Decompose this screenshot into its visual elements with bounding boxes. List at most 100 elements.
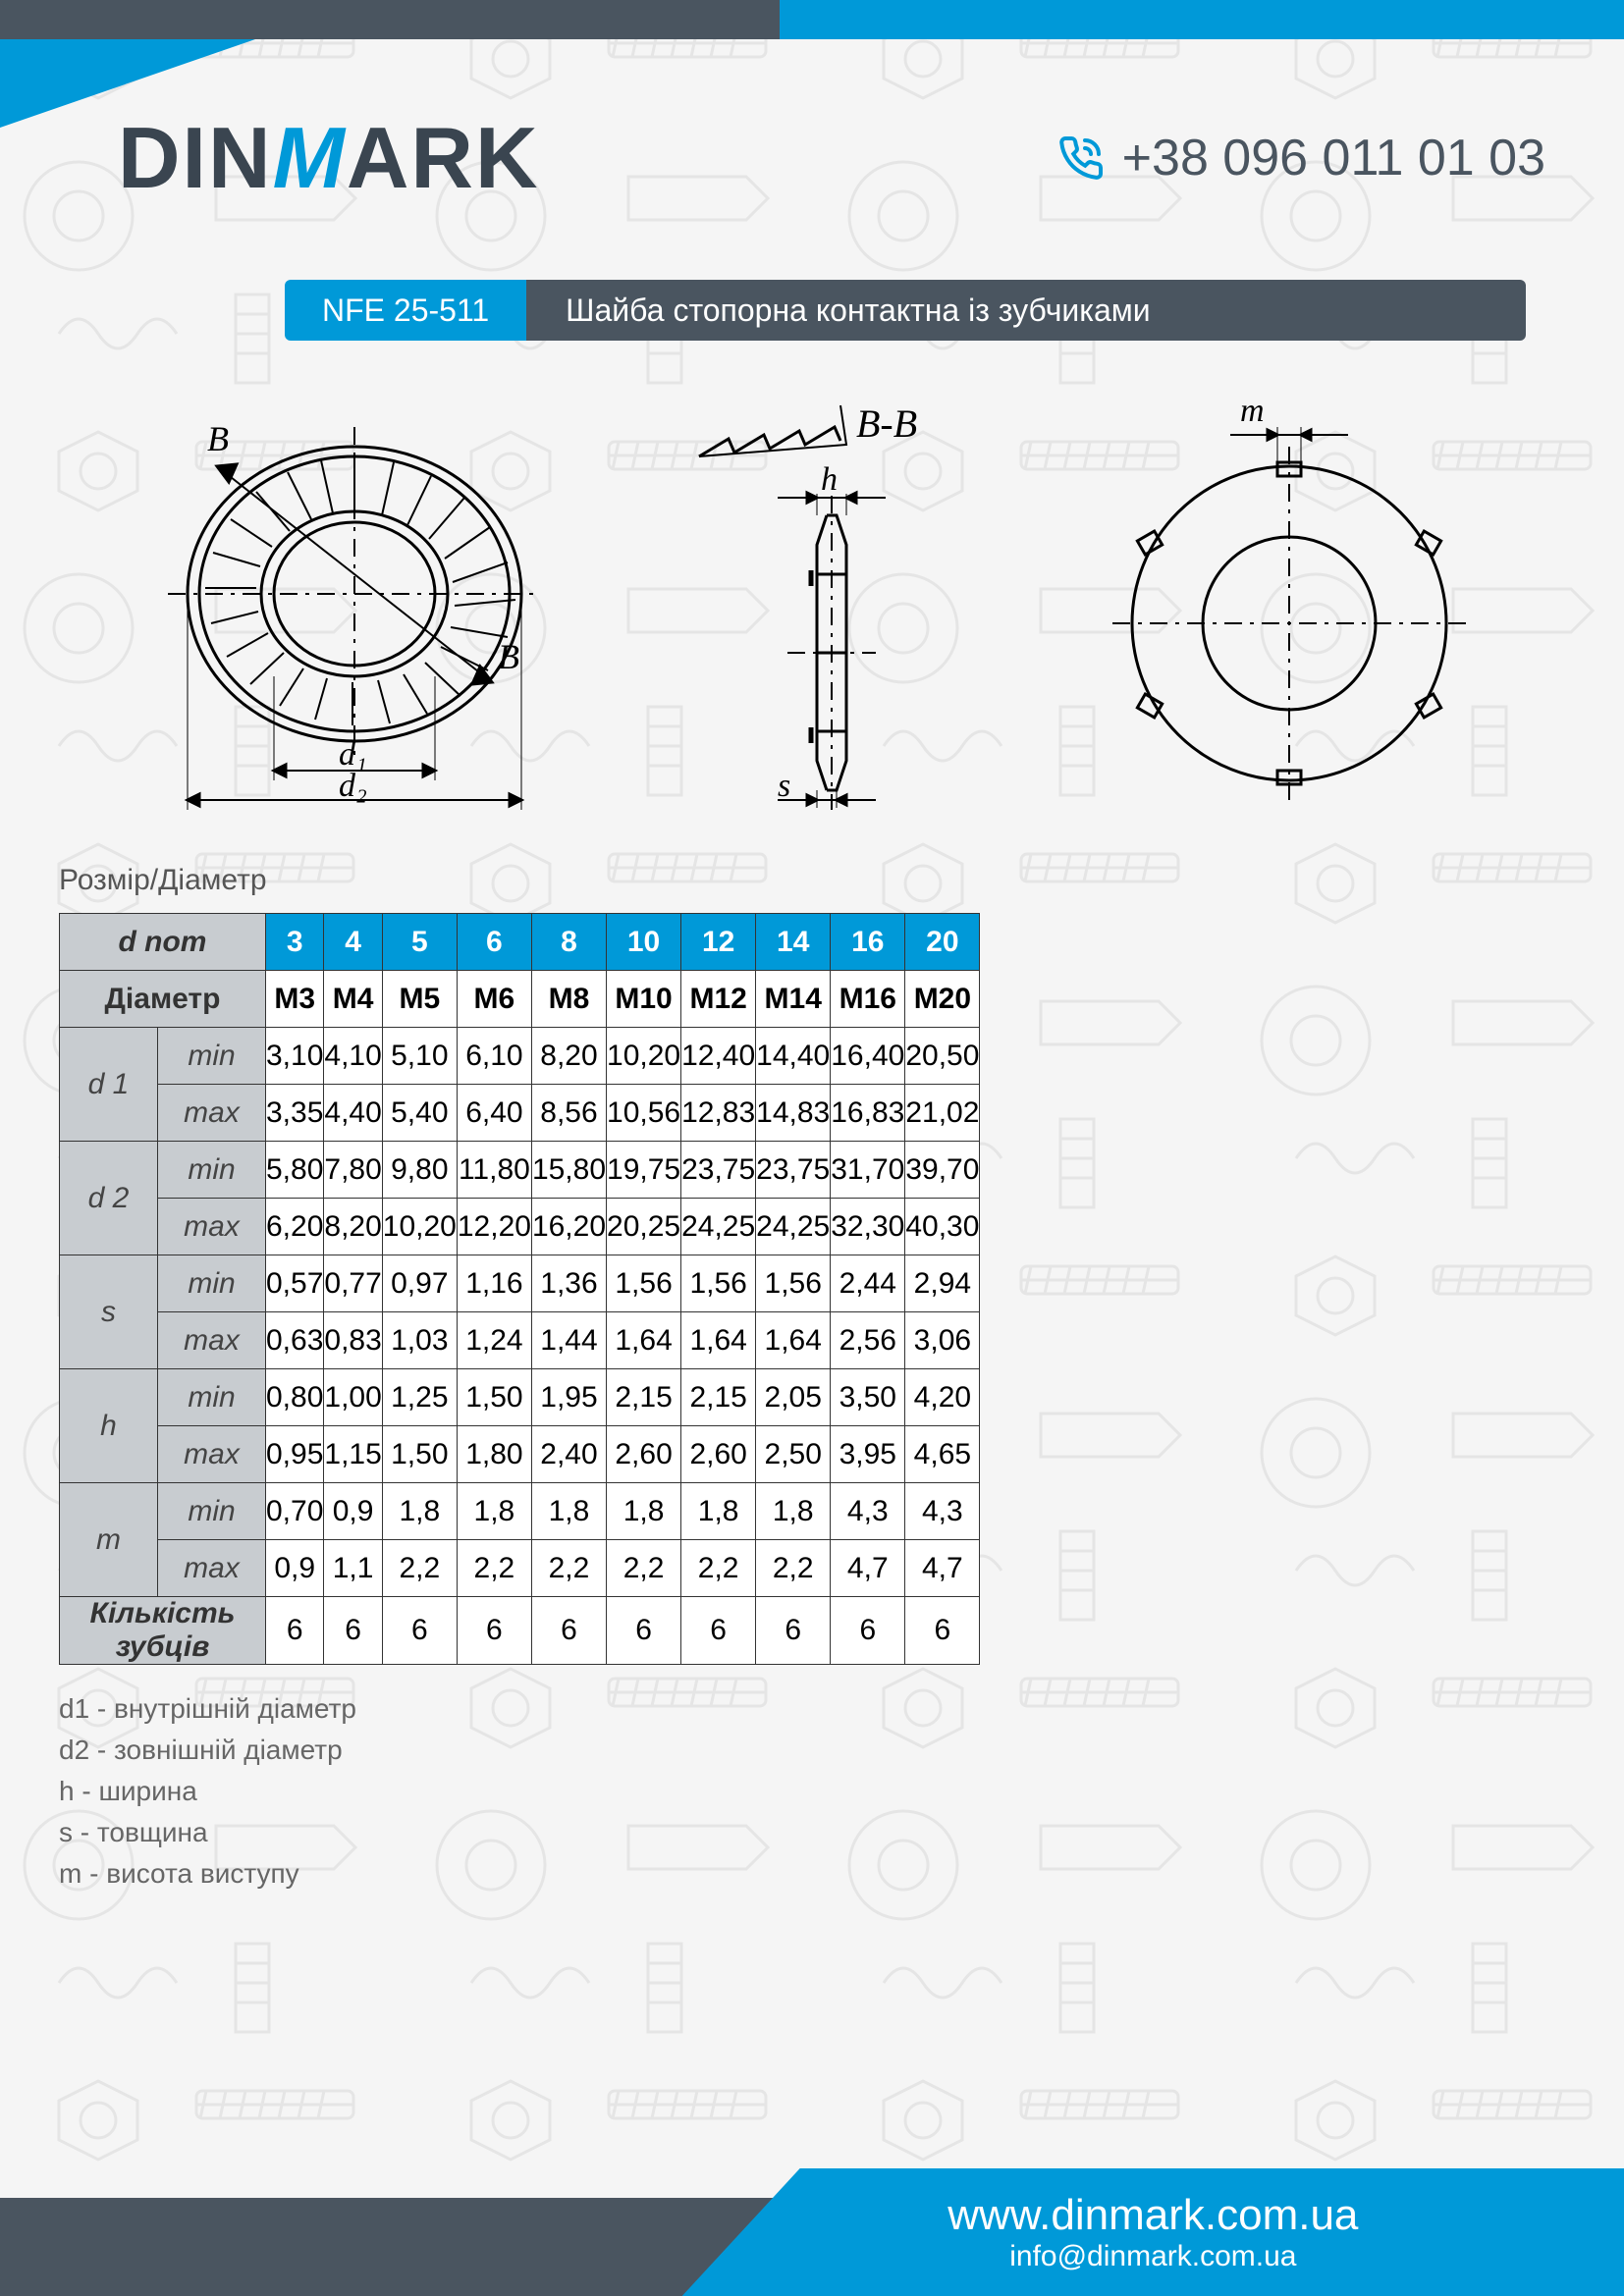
size-col: 12 <box>681 914 756 971</box>
title-code: NFE 25-511 <box>285 280 526 341</box>
size-col: 14 <box>756 914 831 971</box>
cell: 5,40 <box>382 1085 457 1142</box>
logo: DINMARK <box>118 108 540 208</box>
table-row: hmin0,801,001,251,501,952,152,152,053,50… <box>60 1369 980 1426</box>
cell: 2,2 <box>531 1540 606 1597</box>
cell: 1,16 <box>457 1255 531 1312</box>
max-label: max <box>158 1085 266 1142</box>
size-col: 5 <box>382 914 457 971</box>
cell: 1,64 <box>681 1312 756 1369</box>
cell: 3,35 <box>266 1085 324 1142</box>
label-b2: B <box>498 637 519 676</box>
cell: 2,2 <box>382 1540 457 1597</box>
cell: 4,3 <box>905 1483 980 1540</box>
cell: 1,56 <box>681 1255 756 1312</box>
cell: 1,50 <box>382 1426 457 1483</box>
cell: 2,2 <box>607 1540 681 1597</box>
cell: 4,40 <box>324 1085 382 1142</box>
cell: 2,05 <box>756 1369 831 1426</box>
cell: 2,60 <box>607 1426 681 1483</box>
size-col: 4 <box>324 914 382 971</box>
cell: 2,15 <box>681 1369 756 1426</box>
cell: 4,7 <box>831 1540 905 1597</box>
cell: 1,1 <box>324 1540 382 1597</box>
size-col: 3 <box>266 914 324 971</box>
label-s: s <box>778 768 790 804</box>
diagram-area: B B d₁ d₂ <box>118 373 1526 825</box>
cell: 6,40 <box>457 1085 531 1142</box>
diagram-side-view: B-B h s <box>660 388 1013 810</box>
teeth-label: Кількість зубців <box>60 1597 266 1665</box>
legend-line: h - ширина <box>59 1771 356 1812</box>
footer: www.dinmark.com.ua info@dinmark.com.ua <box>0 2168 1624 2296</box>
table-row: mmin0,700,91,81,81,81,81,81,84,34,3 <box>60 1483 980 1540</box>
cell: 15,80 <box>531 1142 606 1199</box>
cell: 0,9 <box>266 1540 324 1597</box>
table-row: max0,91,12,22,22,22,22,22,24,74,7 <box>60 1540 980 1597</box>
cell: 1,36 <box>531 1255 606 1312</box>
cell: 0,63 <box>266 1312 324 1369</box>
cell: 20,25 <box>607 1199 681 1255</box>
cell: 32,30 <box>831 1199 905 1255</box>
cell: 2,2 <box>681 1540 756 1597</box>
size-col: 16 <box>831 914 905 971</box>
cell: 23,75 <box>756 1142 831 1199</box>
cell: 4,7 <box>905 1540 980 1597</box>
table-row: d nom 3 4 5 6 8 10 12 14 16 20 <box>60 914 980 971</box>
cell: 3,50 <box>831 1369 905 1426</box>
logo-part3: ARK <box>347 109 540 206</box>
cell: 9,80 <box>382 1142 457 1199</box>
cell: 4,3 <box>831 1483 905 1540</box>
cell: 16,40 <box>831 1028 905 1085</box>
cell: 8,56 <box>531 1085 606 1142</box>
cell: 1,8 <box>382 1483 457 1540</box>
cell: 12,40 <box>681 1028 756 1085</box>
cell: 16,20 <box>531 1199 606 1255</box>
cell: 16,83 <box>831 1085 905 1142</box>
diagram-top-view: B B d₁ d₂ <box>158 388 580 810</box>
cell: 3,06 <box>905 1312 980 1369</box>
footer-url: www.dinmark.com.ua <box>947 2191 1358 2240</box>
cell: 10,56 <box>607 1085 681 1142</box>
cell: 3,10 <box>266 1028 324 1085</box>
phone-number: +38 096 011 01 03 <box>1122 129 1545 187</box>
size-col: 20 <box>905 914 980 971</box>
label-d2: d₂ <box>339 768 367 804</box>
diagram-rear-view: m <box>1093 388 1486 810</box>
cell: 1,00 <box>324 1369 382 1426</box>
logo-part1: DIN <box>118 109 273 206</box>
cell: 1,8 <box>457 1483 531 1540</box>
cell: 14,83 <box>756 1085 831 1142</box>
cell: 24,25 <box>756 1199 831 1255</box>
cell: 1,56 <box>756 1255 831 1312</box>
cell: 2,56 <box>831 1312 905 1369</box>
footer-email: info@dinmark.com.ua <box>1009 2240 1296 2273</box>
size-col: 6 <box>457 914 531 971</box>
param-name: d 1 <box>60 1028 158 1142</box>
cell: 7,80 <box>324 1142 382 1199</box>
cell: 39,70 <box>905 1142 980 1199</box>
min-label: min <box>158 1483 266 1540</box>
cell: 1,64 <box>607 1312 681 1369</box>
header-diameter: Діаметр <box>60 971 266 1028</box>
cell: 1,8 <box>531 1483 606 1540</box>
cell: 1,44 <box>531 1312 606 1369</box>
max-label: max <box>158 1426 266 1483</box>
min-label: min <box>158 1255 266 1312</box>
cell: 2,44 <box>831 1255 905 1312</box>
cell: 14,40 <box>756 1028 831 1085</box>
param-name: h <box>60 1369 158 1483</box>
cell: 1,8 <box>756 1483 831 1540</box>
cell: 1,25 <box>382 1369 457 1426</box>
cell: 0,77 <box>324 1255 382 1312</box>
cell: 0,97 <box>382 1255 457 1312</box>
cell: 1,64 <box>756 1312 831 1369</box>
cell: 2,50 <box>756 1426 831 1483</box>
cell: 0,80 <box>266 1369 324 1426</box>
table-row: max6,208,2010,2012,2016,2020,2524,2524,2… <box>60 1199 980 1255</box>
table-row: Кількість зубців 6 6 6 6 6 6 6 6 6 6 <box>60 1597 980 1665</box>
min-label: min <box>158 1028 266 1085</box>
size-col: 10 <box>607 914 681 971</box>
table-row: Діаметр M3 M4 M5 M6 M8 M10 M12 M14 M16 M… <box>60 971 980 1028</box>
cell: 4,65 <box>905 1426 980 1483</box>
